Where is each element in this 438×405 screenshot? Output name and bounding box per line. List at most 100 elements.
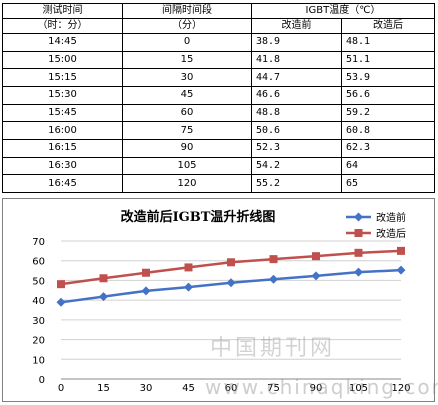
header-time: 测试时间 [2,3,123,19]
series [56,246,406,307]
header-row-1: 测试时间 间隔时间段 IGBT温度（℃） [2,3,435,19]
x-tick-label: 90 [310,383,323,394]
table-row: 16:00 75 50.6 60.8 [2,121,435,140]
x-tick-label: 105 [349,383,368,394]
y-tick-label: 30 [32,316,45,327]
cell-after: 65 [341,174,435,193]
cell-time: 16:30 [2,156,123,176]
data-table: 测试时间 间隔时间段 IGBT温度（℃） （时：分） （分） 改造前 改造后 1… [2,3,435,193]
legend-marker [354,229,363,237]
y-tick-label: 70 [32,237,45,248]
cell-after: 62.3 [341,138,435,158]
cell-after: 59.2 [341,103,435,123]
cell-interval: 60 [122,103,252,123]
cell-time: 15:30 [2,85,123,105]
cell-after: 51.1 [341,50,435,70]
header-temp: IGBT温度（℃） [251,3,435,19]
cell-before: 48.8 [251,103,342,123]
table-row: 15:30 45 46.6 56.6 [2,85,435,105]
data-point-marker [99,274,108,283]
y-tick-label: 20 [32,336,45,347]
data-point-marker [312,252,320,261]
line-chart: 改造前后IGBT温升折线图 0 10 20 30 40 50 60 70 0 15 30 45 60 75… [32,209,410,394]
cell-after: 48.1 [341,33,435,52]
cell-after: 56.6 [341,85,435,105]
legend-label: 改造前 [376,211,406,224]
header-interval-unit: （分） [122,18,252,34]
cell-before: 52.3 [251,138,342,158]
cell-time: 16:15 [2,138,123,158]
data-point-marker [142,268,150,277]
x-tick-label: 120 [391,383,410,394]
axes: 0 10 20 30 40 50 60 70 0 15 30 45 60 75 90 105 120 [32,237,410,394]
table-row: 15:45 60 48.8 59.2 [2,103,435,123]
data-point-marker [99,292,108,302]
table-row: 15:15 30 44.7 53.9 [2,68,435,87]
header-row-2: （时：分） （分） 改造前 改造后 [2,18,435,34]
x-tick-label: 15 [97,383,110,394]
chart-title: 改造前后IGBT温升折线图 [121,209,276,225]
legend-marker [354,212,363,222]
header-interval: 间隔时间段 [122,3,252,19]
cell-interval: 75 [122,121,252,140]
cell-time: 15:15 [2,68,123,87]
cell-interval: 45 [122,85,252,105]
y-tick-label: 40 [32,296,45,307]
header-after: 改造后 [341,18,435,34]
data-point-marker [56,297,66,307]
cell-before: 38.9 [251,33,342,52]
data-point-marker [269,274,278,284]
cell-before: 50.6 [251,121,342,140]
cell-interval: 105 [122,156,252,176]
data-point-marker [354,248,363,257]
table-row: 16:45 120 55.2 65 [2,174,435,193]
cell-time: 15:00 [2,50,123,70]
header-time-unit: （时：分） [2,18,123,34]
data-point-marker [397,246,405,255]
y-tick-label: 10 [32,355,45,366]
cell-interval: 120 [122,174,252,193]
table-row: 14:45 0 38.9 48.1 [2,33,435,52]
data-point-marker [141,286,151,296]
x-tick-label: 45 [182,383,195,394]
data-point-marker [226,278,236,288]
data-point-marker [396,265,406,275]
x-tick-label: 75 [267,383,280,394]
cell-before: 46.6 [251,85,342,105]
cell-time: 14:45 [2,33,123,52]
cell-before: 55.2 [251,174,342,193]
cell-time: 16:45 [2,174,123,193]
chart-frame: 改造前后IGBT温升折线图 0 10 20 30 40 50 60 70 0 15 30 45 60 75… [2,198,435,402]
header-before: 改造前 [251,18,342,34]
cell-interval: 30 [122,68,252,87]
data-point-marker [354,267,363,277]
cell-before: 44.7 [251,68,342,87]
x-tick-label: 60 [225,383,238,394]
y-tick-label: 60 [32,257,45,268]
data-point-marker [227,258,235,267]
table-row: 16:30 105 54.2 64 [2,156,435,176]
cell-interval: 0 [122,33,252,52]
cell-after: 60.8 [341,121,435,140]
cell-interval: 15 [122,50,252,70]
x-tick-label: 0 [58,383,64,394]
cell-time: 15:45 [2,103,123,123]
table-row: 16:15 90 52.3 62.3 [2,138,435,158]
table-row: 15:00 15 41.8 51.1 [2,50,435,70]
y-tick-label: 50 [32,276,45,287]
data-point-marker [57,280,65,289]
data-point-marker [269,255,278,264]
cell-after: 53.9 [341,68,435,87]
cell-before: 41.8 [251,50,342,70]
x-tick-label: 30 [140,383,153,394]
cell-interval: 90 [122,138,252,158]
cell-after: 64 [341,156,435,176]
data-point-marker [311,271,321,281]
cell-before: 54.2 [251,156,342,176]
cell-time: 16:00 [2,121,123,140]
legend-label: 改造后 [376,227,406,240]
y-tick-label: 0 [39,375,45,386]
data-point-marker [184,263,193,272]
data-point-marker [184,282,193,292]
